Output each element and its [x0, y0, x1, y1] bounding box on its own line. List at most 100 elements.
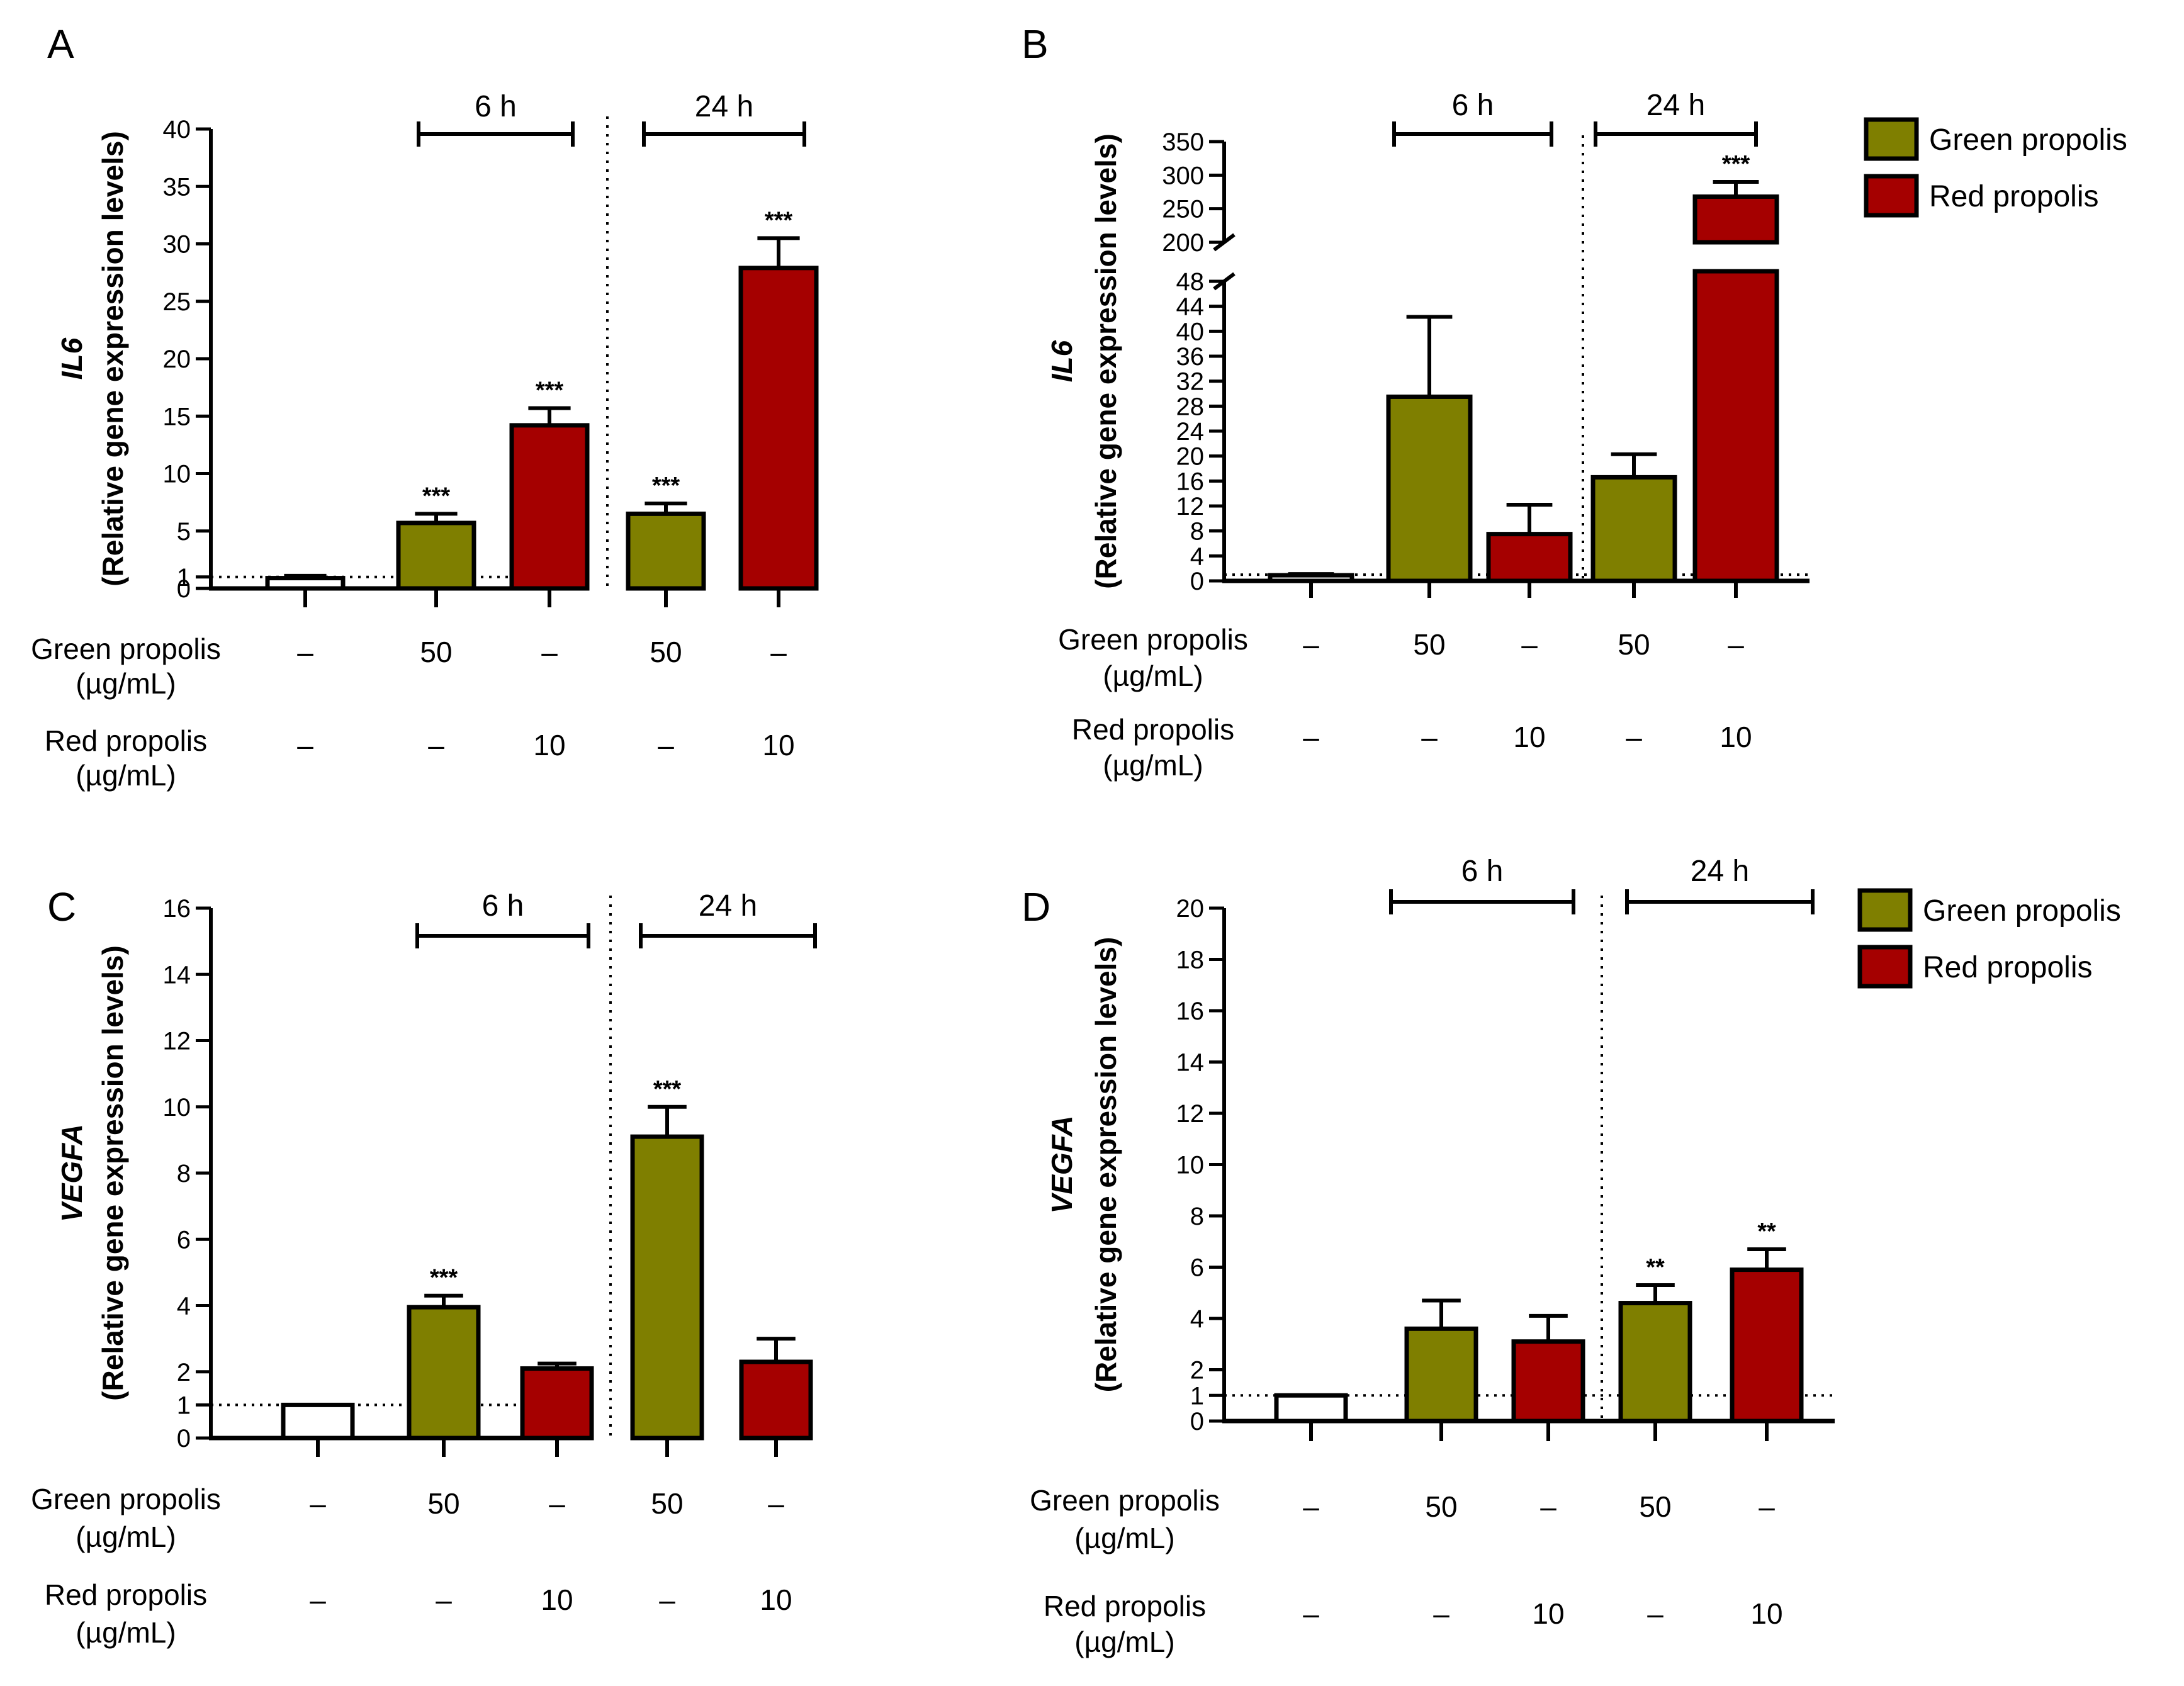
time-label-24h-D: 24 h — [1691, 855, 1749, 888]
bar-D-3 — [1511, 1339, 1585, 1424]
y-tick-label-A: 35 — [163, 173, 191, 201]
green-dose-D-1: – — [1303, 1490, 1319, 1523]
y-tick-label-lower-B: 28 — [1176, 393, 1205, 420]
bar-C-3 — [520, 1366, 594, 1441]
green-dose-A-4: 50 — [650, 636, 682, 668]
y-tick-label-D: 8 — [1190, 1203, 1204, 1230]
red-dose-B-2: – — [1421, 721, 1438, 753]
legend-swatch-green-B — [1864, 117, 1919, 161]
y-tick-label-upper-B: 300 — [1162, 162, 1204, 189]
y-tick-label-A: 10 — [163, 461, 191, 488]
bar-D-5 — [1730, 1267, 1804, 1424]
bar-B-5-lower — [1692, 269, 1779, 583]
y-tick-label-lower-B: 48 — [1176, 268, 1205, 296]
row-label-red-A: Red propolis — [45, 724, 207, 757]
red-dose-A-2: – — [428, 729, 444, 762]
bar-B-3 — [1486, 532, 1573, 583]
green-dose-D-3: – — [1540, 1490, 1556, 1523]
y-axis-gene-C: VEGFA — [55, 1124, 88, 1222]
red-dose-B-3: 10 — [1513, 721, 1545, 753]
bar-C-4 — [630, 1134, 704, 1441]
time-label-24h-B: 24 h — [1646, 89, 1705, 122]
bar-C-1 — [281, 1402, 355, 1441]
y-tick-label-D: 18 — [1176, 947, 1205, 974]
green-dose-D-2: 50 — [1425, 1490, 1457, 1523]
time-label-6h-C: 6 h — [482, 889, 524, 923]
legend-label-green-B: Green propolis — [1929, 123, 2127, 157]
y-tick-label-D: 10 — [1176, 1152, 1205, 1179]
y-tick-label-C: 6 — [177, 1226, 191, 1254]
bar-C-2 — [407, 1305, 481, 1441]
y-tick-label-lower-B: 16 — [1176, 468, 1205, 495]
green-dose-A-2: 50 — [420, 636, 452, 668]
row-label-red-C: Red propolis — [45, 1578, 207, 1611]
red-dose-C-2: – — [436, 1583, 452, 1616]
green-dose-B-1: – — [1303, 628, 1319, 661]
y-tick-label-D: 16 — [1176, 998, 1205, 1025]
red-dose-C-1: – — [310, 1583, 326, 1616]
y-tick-label-lower-B: 40 — [1176, 318, 1205, 346]
row-unit-green-D: (µg/mL) — [1074, 1522, 1174, 1554]
panel-letter-B: B — [1022, 21, 1049, 67]
y-tick-label-C: 1 — [177, 1391, 191, 1419]
bar-B-5-upper — [1692, 194, 1779, 245]
panel-letter-D: D — [1022, 884, 1050, 930]
y-tick-label-C: 16 — [163, 895, 191, 923]
time-label-24h-C: 24 h — [699, 889, 757, 923]
y-tick-label-C: 12 — [163, 1028, 191, 1055]
y-tick-label-lower-B: 0 — [1190, 568, 1204, 595]
y-tick-label-A: 25 — [163, 288, 191, 316]
y-tick-label-lower-B: 12 — [1176, 493, 1205, 520]
y-tick-label-C: 8 — [177, 1160, 191, 1188]
y-tick-label-A: 5 — [177, 518, 191, 546]
y-tick-label-upper-B: 350 — [1162, 128, 1204, 156]
time-label-24h-A: 24 h — [695, 90, 753, 123]
y-tick-label-D: 4 — [1190, 1305, 1204, 1333]
y-tick-label-D: 6 — [1190, 1254, 1204, 1282]
green-dose-B-3: – — [1521, 628, 1538, 661]
bar-D-4 — [1618, 1301, 1692, 1424]
y-tick-label-lower-B: 44 — [1176, 293, 1205, 321]
y-tick-label-D: 2 — [1190, 1357, 1204, 1385]
red-dose-A-4: – — [658, 729, 674, 762]
y-tick-label-lower-B: 8 — [1190, 518, 1204, 546]
significance-A-5: *** — [765, 207, 793, 233]
bar-B-2 — [1386, 394, 1473, 583]
y-tick-label-A: 40 — [163, 116, 191, 143]
green-dose-A-1: – — [297, 636, 313, 668]
green-dose-C-5: – — [768, 1487, 784, 1520]
green-dose-C-4: 50 — [651, 1487, 683, 1520]
y-tick-label-C: 10 — [163, 1094, 191, 1121]
y-tick-label-C: 4 — [177, 1293, 191, 1320]
red-dose-C-3: 10 — [541, 1583, 573, 1616]
significance-B-5: *** — [1722, 151, 1750, 177]
time-label-6h-B: 6 h — [1452, 89, 1494, 122]
y-axis-gene-B: IL6 — [1045, 340, 1078, 382]
y-tick-label-D: 14 — [1176, 1049, 1205, 1077]
y-tick-label-lower-B: 20 — [1176, 443, 1205, 471]
legend-label-green-D: Green propolis — [1923, 894, 2121, 928]
row-label-red-D: Red propolis — [1044, 1590, 1206, 1622]
time-label-6h-D: 6 h — [1461, 855, 1504, 888]
bar-A-3 — [509, 423, 590, 591]
y-axis-title-C: (Relative gene expression levels) — [96, 945, 129, 1401]
significance-A-3: *** — [536, 377, 564, 403]
bar-B-4 — [1590, 475, 1677, 583]
bar-A-4 — [626, 511, 706, 591]
green-dose-D-4: 50 — [1639, 1490, 1671, 1523]
y-tick-label-lower-B: 4 — [1190, 542, 1204, 570]
row-label-green-C: Green propolis — [31, 1483, 221, 1515]
red-dose-D-4: – — [1647, 1597, 1663, 1630]
y-tick-label-D: 0 — [1190, 1408, 1204, 1436]
red-dose-B-1: – — [1303, 721, 1319, 753]
y-axis-gene-A: IL6 — [55, 337, 88, 379]
row-unit-green-A: (µg/mL) — [76, 667, 176, 700]
red-dose-C-4: – — [659, 1583, 675, 1616]
green-dose-C-1: – — [310, 1487, 326, 1520]
y-tick-label-D: 12 — [1176, 1100, 1205, 1128]
green-dose-C-2: 50 — [427, 1487, 459, 1520]
bar-C-5 — [739, 1359, 813, 1441]
red-dose-A-5: 10 — [762, 729, 794, 762]
red-dose-C-5: 10 — [760, 1583, 792, 1616]
